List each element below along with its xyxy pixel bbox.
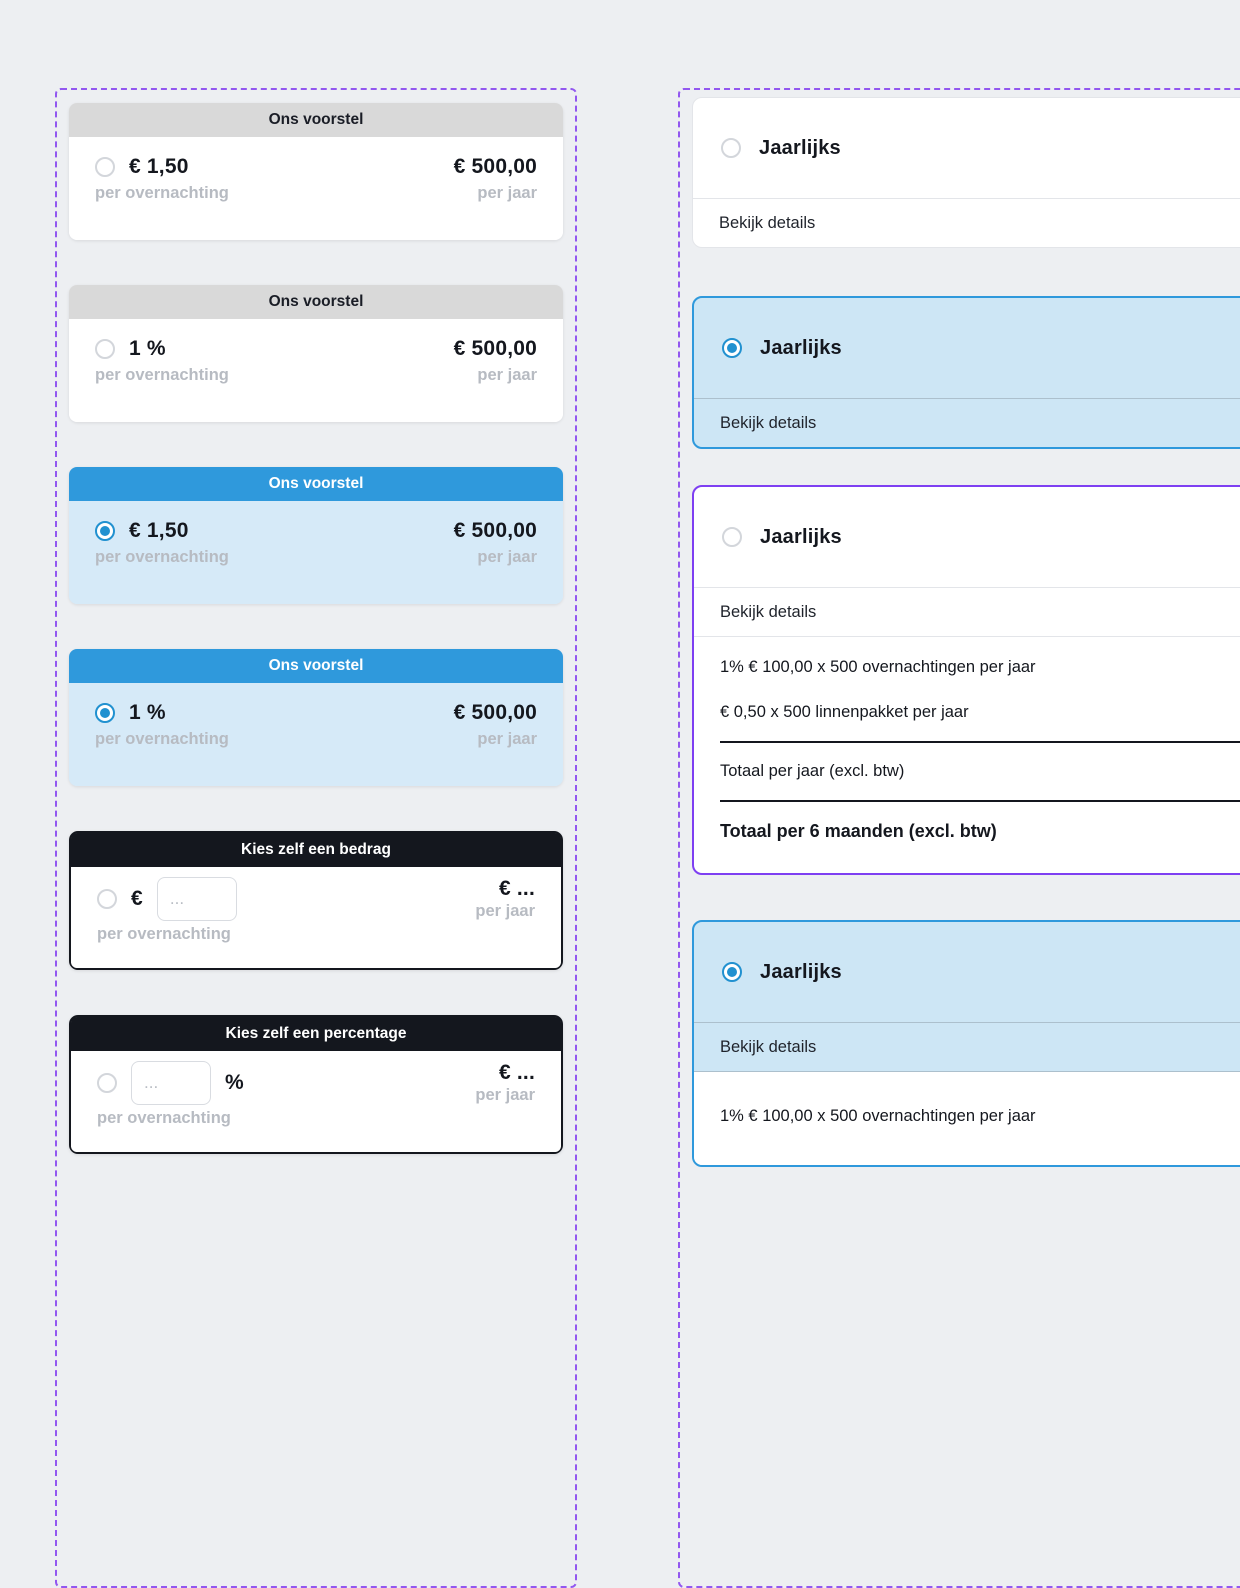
- price-option-card-selected[interactable]: Ons voorstel € 1,50 € 500,00 per overnac…: [69, 467, 563, 604]
- price-option-card[interactable]: Ons voorstel € 1,50 € 500,00 per overnac…: [69, 103, 563, 240]
- price-option-card-selected[interactable]: Ons voorstel 1 % € 500,00 per overnachti…: [69, 649, 563, 786]
- plan-title: Jaarlijks: [759, 136, 841, 159]
- divider: [693, 198, 1240, 199]
- per-year-label: per jaar: [477, 548, 537, 566]
- card-body: 1 % € 500,00 per overnachting per jaar: [69, 683, 563, 786]
- details-toggle[interactable]: Bekijk details: [720, 1037, 817, 1056]
- right-variants-frame: Jaarlijks Bekijk details Jaarlijks Bekij…: [678, 88, 1240, 1588]
- per-night-label: per overnachting: [95, 548, 229, 566]
- radio-button[interactable]: [722, 527, 742, 547]
- per-year-label: per jaar: [477, 730, 537, 748]
- divider: [694, 1022, 1240, 1023]
- card-header: Kies zelf een percentage: [71, 1017, 561, 1051]
- plan-details: 1% € 100,00 x 500 overnachtingen per jaa…: [694, 1072, 1240, 1165]
- total-separator: [720, 741, 1240, 743]
- price-per-year: € 500,00: [453, 155, 537, 178]
- details-toggle[interactable]: Bekijk details: [720, 602, 817, 621]
- radio-button[interactable]: [722, 338, 742, 358]
- price-per-year: € 500,00: [453, 337, 537, 360]
- total-6months-label: Totaal per 6 maanden (excl. btw): [720, 821, 997, 841]
- total-year-label: Totaal per jaar (excl. btw): [720, 762, 905, 780]
- price-per-night: 1 %: [129, 701, 166, 724]
- plan-title: Jaarlijks: [760, 336, 842, 359]
- plan-card[interactable]: Jaarlijks Bekijk details: [692, 97, 1240, 248]
- total-separator: [720, 800, 1240, 802]
- amount-input[interactable]: [156, 877, 237, 921]
- plan-details: 1% € 100,00 x 500 overnachtingen per jaa…: [694, 637, 1240, 873]
- plan-title-row[interactable]: Jaarlijks: [694, 922, 1240, 1022]
- divider: [694, 587, 1240, 588]
- divider: [694, 398, 1240, 399]
- custom-amount-card[interactable]: Kies zelf een bedrag € € ... per jaar pe…: [69, 831, 563, 970]
- radio-button[interactable]: [95, 521, 115, 541]
- per-year-label: per jaar: [475, 902, 535, 920]
- card-header: Ons voorstel: [69, 103, 563, 137]
- radio-button[interactable]: [95, 703, 115, 723]
- divider: [694, 636, 1240, 637]
- radio-button[interactable]: [97, 1073, 117, 1093]
- per-night-label: per overnachting: [97, 1109, 231, 1127]
- card-body: € € ... per jaar per overnachting: [71, 867, 561, 968]
- card-header: Ons voorstel: [69, 467, 563, 501]
- price-per-year: € ...: [498, 877, 535, 900]
- plan-card-selected-expanded[interactable]: Jaarlijks Bekijk details 1% € 100,00 x 5…: [692, 920, 1240, 1167]
- per-night-label: per overnachting: [95, 730, 229, 748]
- card-body: € 1,50 € 500,00 per overnachting per jaa…: [69, 137, 563, 240]
- card-body: 1 % € 500,00 per overnachting per jaar: [69, 319, 563, 422]
- per-year-label: per jaar: [475, 1086, 535, 1104]
- radio-button[interactable]: [95, 157, 115, 177]
- plan-title: Jaarlijks: [760, 960, 842, 983]
- price-per-year: € 500,00: [453, 701, 537, 724]
- price-option-card[interactable]: Ons voorstel 1 % € 500,00 per overnachti…: [69, 285, 563, 422]
- card-body: % € ... per jaar per overnachting: [71, 1051, 561, 1152]
- price-per-year: € ...: [498, 1061, 535, 1084]
- plan-card-expanded[interactable]: Jaarlijks Bekijk details 1% € 100,00 x 5…: [692, 485, 1240, 875]
- percentage-input[interactable]: [131, 1061, 211, 1105]
- per-night-label: per overnachting: [95, 366, 229, 384]
- radio-button[interactable]: [97, 889, 117, 909]
- card-header: Ons voorstel: [69, 649, 563, 683]
- per-year-label: per jaar: [477, 366, 537, 384]
- price-per-year: € 500,00: [453, 519, 537, 542]
- percent-suffix: %: [225, 1071, 244, 1094]
- plan-card-selected[interactable]: Jaarlijks Bekijk details: [692, 296, 1240, 449]
- price-per-night: € 1,50: [129, 519, 189, 542]
- divider: [694, 1071, 1240, 1072]
- price-per-night: 1 %: [129, 337, 166, 360]
- plan-title-row[interactable]: Jaarlijks: [693, 98, 1240, 198]
- card-header: Kies zelf een bedrag: [71, 833, 561, 867]
- detail-line: 1% € 100,00 x 500 overnachtingen per jaa…: [720, 658, 1036, 676]
- plan-title-row[interactable]: Jaarlijks: [694, 298, 1240, 398]
- price-per-night: € 1,50: [129, 155, 189, 178]
- radio-button[interactable]: [722, 962, 742, 982]
- plan-title-row[interactable]: Jaarlijks: [694, 487, 1240, 587]
- plan-title: Jaarlijks: [760, 525, 842, 548]
- details-toggle[interactable]: Bekijk details: [719, 213, 816, 232]
- card-header: Ons voorstel: [69, 285, 563, 319]
- custom-percentage-card[interactable]: Kies zelf een percentage % € ... per jaa…: [69, 1015, 563, 1154]
- details-toggle[interactable]: Bekijk details: [720, 413, 817, 432]
- radio-button[interactable]: [95, 339, 115, 359]
- left-variants-frame: Ons voorstel € 1,50 € 500,00 per overnac…: [55, 88, 577, 1588]
- per-night-label: per overnachting: [97, 925, 231, 943]
- per-year-label: per jaar: [477, 184, 537, 202]
- detail-line: 1% € 100,00 x 500 overnachtingen per jaa…: [720, 1107, 1036, 1125]
- card-body: € 1,50 € 500,00 per overnachting per jaa…: [69, 501, 563, 604]
- currency-prefix: €: [131, 887, 143, 910]
- detail-line: € 0,50 x 500 linnenpakket per jaar: [720, 703, 969, 721]
- radio-button[interactable]: [721, 138, 741, 158]
- per-night-label: per overnachting: [95, 184, 229, 202]
